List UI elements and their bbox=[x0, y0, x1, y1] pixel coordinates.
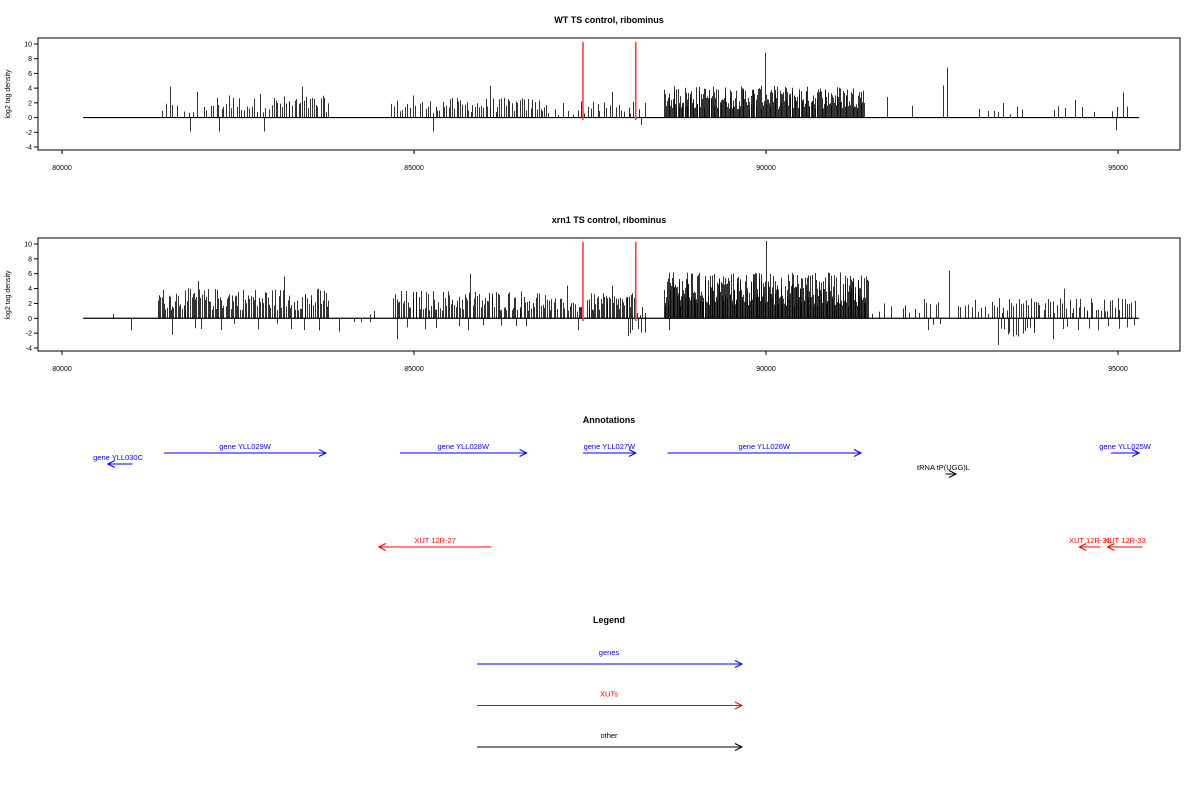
x-tick-label: 80000 bbox=[52, 165, 72, 172]
panel-wt-ylabel: log2 tag density bbox=[5, 69, 12, 119]
annotation-arrow-head bbox=[853, 449, 863, 457]
y-tick-label: 8 bbox=[28, 256, 32, 263]
x-tick-label: 90000 bbox=[756, 366, 776, 373]
panel-xrn1-x-axis: 80000 85000 90000 95000 bbox=[52, 351, 1128, 373]
x-tick-label: 90000 bbox=[756, 165, 776, 172]
annotation-arrow-head bbox=[628, 449, 637, 457]
y-tick-label: 6 bbox=[28, 271, 32, 278]
annotation-label: XUT 12R-27 bbox=[414, 536, 456, 545]
panel-xrn1: xrn1 TS control, ribominus log2 tag dens… bbox=[5, 215, 1181, 373]
y-tick-label: 2 bbox=[28, 301, 32, 308]
annotation-label: gene YLL026W bbox=[738, 442, 790, 451]
legend-label: XUTs bbox=[600, 690, 618, 699]
annotation-label: gene YLL029W bbox=[219, 442, 271, 451]
y-tick-label: 4 bbox=[28, 286, 32, 293]
annotation-arrow-head bbox=[519, 449, 528, 457]
y-tick-label: -4 bbox=[26, 145, 32, 152]
annotation-gene-yll030c: gene YLL030C bbox=[93, 453, 144, 468]
annotation-arrow-head bbox=[377, 543, 387, 551]
annotation-arrow-head bbox=[1131, 449, 1141, 457]
panel-wt: WT TS control, ribominus log2 tag densit… bbox=[5, 15, 1181, 172]
y-tick-label: -2 bbox=[26, 331, 32, 338]
legend-item-xut: XUTs bbox=[477, 690, 744, 710]
legend: Legend genes XUTs other bbox=[477, 615, 744, 751]
annotation-label: tRNA tP(UGG)L bbox=[917, 463, 970, 472]
annotation-label: XUT 12R-33 bbox=[1104, 536, 1146, 545]
panel-wt-markers bbox=[582, 42, 637, 120]
panel-xrn1-frame bbox=[37, 237, 1181, 352]
y-tick-label: -2 bbox=[26, 130, 32, 137]
panel-xrn1-ylabel: log2 tag density bbox=[5, 270, 12, 320]
annotations-title: Annotations bbox=[583, 415, 636, 425]
annotation-label: gene YLL027W bbox=[584, 442, 636, 451]
legend-label: genes bbox=[599, 648, 620, 657]
x-tick-label: 95000 bbox=[1108, 366, 1128, 373]
panel-xrn1-y-axis: -4 -2 0 2 4 6 8 10 bbox=[24, 242, 38, 353]
x-tick-label: 85000 bbox=[404, 366, 424, 373]
annotation-label: XUT 12R-31 bbox=[1069, 536, 1111, 545]
x-tick-label: 80000 bbox=[52, 366, 72, 373]
y-tick-label: 10 bbox=[24, 42, 32, 49]
panel-xrn1-bars bbox=[83, 241, 1140, 346]
y-tick-label: 0 bbox=[28, 316, 32, 323]
legend-swatch-arrow bbox=[734, 660, 744, 668]
annotation-xut-12r-33: XUT 12R-33 bbox=[1104, 536, 1146, 551]
legend-item-other: other bbox=[477, 731, 744, 751]
y-tick-label: 10 bbox=[24, 242, 32, 249]
panel-wt-x-axis: 80000 85000 90000 95000 bbox=[52, 150, 1128, 172]
legend-item-gene: genes bbox=[477, 648, 744, 668]
y-tick-label: 2 bbox=[28, 100, 32, 107]
y-tick-label: -4 bbox=[26, 346, 32, 353]
annotation-gene-yll026w: gene YLL026W bbox=[667, 442, 863, 457]
annotation-arrow-head bbox=[948, 470, 958, 478]
panel-wt-bars bbox=[83, 52, 1140, 132]
panel-wt-title: WT TS control, ribominus bbox=[554, 15, 664, 25]
legend-label: other bbox=[600, 731, 618, 740]
legend-swatch-arrow bbox=[734, 701, 744, 710]
x-tick-label: 85000 bbox=[404, 165, 424, 172]
panel-wt-y-axis: -4 -2 0 2 4 6 8 10 bbox=[24, 42, 38, 152]
annotation-gene-yll028w: gene YLL028W bbox=[399, 442, 528, 457]
annotation-xut-12r-31: XUT 12R-31 bbox=[1069, 536, 1111, 551]
panel-xrn1-markers bbox=[582, 242, 637, 321]
legend-swatch-arrow bbox=[734, 743, 744, 751]
annotation-arrow-head bbox=[318, 449, 328, 457]
annotation-xut-12r-27: XUT 12R-27 bbox=[377, 536, 492, 551]
annotation-arrow-head bbox=[106, 460, 115, 468]
panel-wt-frame bbox=[37, 37, 1181, 151]
annotation-label: gene YLL030C bbox=[93, 453, 143, 462]
annotation-arrow-head bbox=[1106, 543, 1115, 551]
annotation-label: gene YLL028W bbox=[437, 442, 489, 451]
y-tick-label: 8 bbox=[28, 56, 32, 63]
annotation-trna-tp-ugg-l: tRNA tP(UGG)L bbox=[917, 463, 970, 478]
annotation-label: gene YLL025W bbox=[1099, 442, 1151, 451]
y-tick-label: 4 bbox=[28, 86, 32, 93]
y-tick-label: 0 bbox=[28, 115, 32, 122]
y-tick-label: 6 bbox=[28, 71, 32, 78]
annotation-arrow-head bbox=[1078, 543, 1087, 551]
annotation-gene-yll029w: gene YLL029W bbox=[164, 442, 328, 457]
annotation-gene-yll025w: gene YLL025W bbox=[1099, 442, 1152, 457]
panel-xrn1-title: xrn1 TS control, ribominus bbox=[552, 215, 667, 225]
legend-title: Legend bbox=[593, 615, 625, 625]
legend-items: genes XUTs other bbox=[477, 648, 744, 751]
x-tick-label: 95000 bbox=[1108, 165, 1128, 172]
annotation-features: gene YLL030C gene YLL029W gene YLL028W gene… bbox=[93, 442, 1152, 551]
annotation-gene-yll027w: gene YLL027W bbox=[582, 442, 637, 457]
